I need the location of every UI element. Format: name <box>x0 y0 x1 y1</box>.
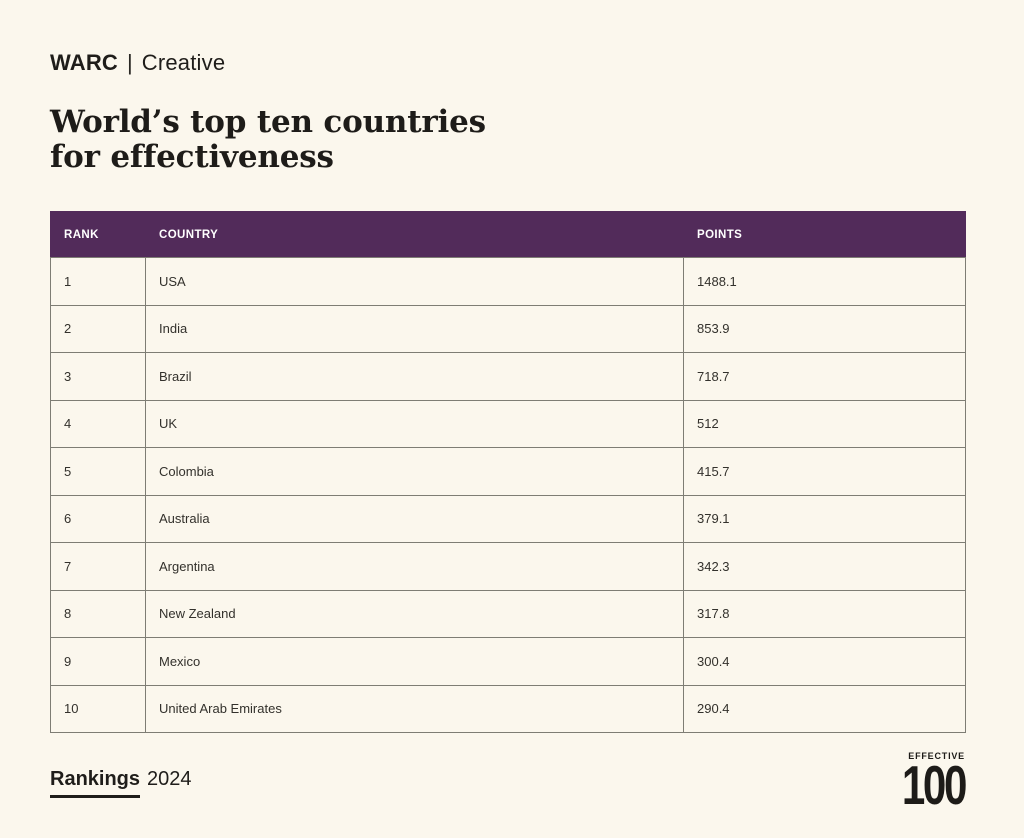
country-cell: United Arab Emirates <box>145 684 684 733</box>
table-row: 2 India 853.9 <box>50 304 966 353</box>
effective-logo-word: EFFECTIVE <box>908 750 965 762</box>
country-cell: Brazil <box>145 352 684 401</box>
table-row: 3 Brazil 718.7 <box>50 352 966 401</box>
rank-cell: 5 <box>50 447 146 496</box>
points-cell: 379.1 <box>683 494 966 543</box>
country-cell: UK <box>145 399 684 448</box>
country-cell: Mexico <box>145 637 684 686</box>
rank-cell: 9 <box>50 637 146 686</box>
table-row: 8 New Zealand 317.8 <box>50 589 966 638</box>
table-row: 1 USA 1488.1 <box>50 257 966 306</box>
table-row: 5 Colombia 415.7 <box>50 447 966 496</box>
column-header-rank: RANK <box>50 211 146 258</box>
column-header-country: COUNTRY <box>145 211 684 258</box>
page-title-line2: for effectiveness <box>50 139 334 176</box>
rank-cell: 2 <box>50 304 146 353</box>
rankings-label: Rankings <box>50 768 141 798</box>
table-row: 9 Mexico 300.4 <box>50 637 966 686</box>
warc-wordmark: WARC <box>50 50 119 75</box>
country-cell: USA <box>145 257 684 306</box>
rank-cell: 7 <box>50 542 146 591</box>
points-cell: 1488.1 <box>683 257 966 306</box>
country-cell: New Zealand <box>145 589 684 638</box>
points-cell: 415.7 <box>683 447 966 496</box>
header-row: RANK COUNTRY POINTS <box>50 211 966 258</box>
rankings-footer: Rankings 2024 <box>50 768 192 798</box>
creative-wordmark: Creative <box>141 50 226 75</box>
table-row: 6 Australia 379.1 <box>50 494 966 543</box>
column-header-points: POINTS <box>683 211 966 258</box>
points-cell: 290.4 <box>683 684 966 733</box>
table-row: 10 United Arab Emirates 290.4 <box>50 684 966 733</box>
page-title-line1: World’s top ten countries <box>50 104 486 140</box>
points-cell: 342.3 <box>683 542 966 591</box>
effective-100-logo: EFFECTIVE 100 <box>884 750 968 817</box>
rank-cell: 10 <box>50 684 146 733</box>
rankings-year: 2024 <box>147 768 192 790</box>
effective-logo-number: 100 <box>901 754 968 817</box>
page-title: World’s top ten countries for effectiven… <box>50 104 486 176</box>
country-cell: Australia <box>145 494 684 543</box>
brand-divider: | <box>127 50 133 75</box>
country-cell: India <box>145 304 684 353</box>
points-cell: 718.7 <box>683 352 966 401</box>
rank-cell: 4 <box>50 399 146 448</box>
warc-creative-logo: WARC | Creative <box>50 50 225 76</box>
points-cell: 317.8 <box>683 589 966 638</box>
rank-cell: 3 <box>50 352 146 401</box>
rankings-table: RANK COUNTRY POINTS 1 USA 1488.1 2 India… <box>50 211 966 733</box>
points-cell: 512 <box>683 399 966 448</box>
points-cell: 300.4 <box>683 637 966 686</box>
rank-cell: 8 <box>50 589 146 638</box>
country-cell: Argentina <box>145 542 684 591</box>
points-cell: 853.9 <box>683 304 966 353</box>
table-header: RANK COUNTRY POINTS <box>50 211 966 258</box>
table-row: 7 Argentina 342.3 <box>50 542 966 591</box>
rank-cell: 1 <box>50 257 146 306</box>
country-cell: Colombia <box>145 447 684 496</box>
table-row: 4 UK 512 <box>50 399 966 448</box>
table-body: 1 USA 1488.1 2 India 853.9 3 Brazil 718.… <box>50 257 966 733</box>
rank-cell: 6 <box>50 494 146 543</box>
